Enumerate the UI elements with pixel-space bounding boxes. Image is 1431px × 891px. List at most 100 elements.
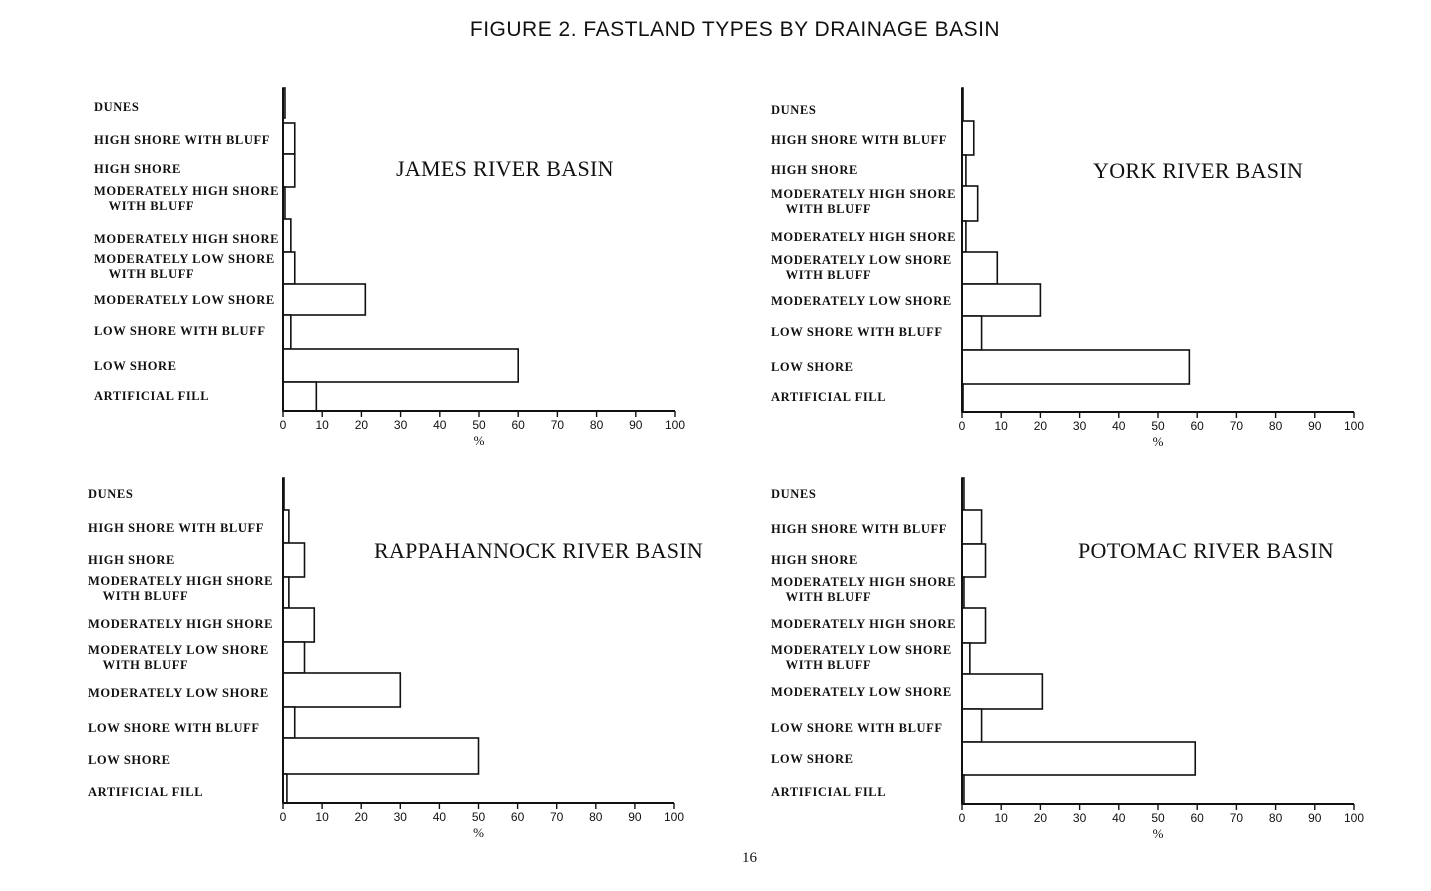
x-tick-label: 20 xyxy=(1033,811,1048,825)
bar-high-shore-with-bluff xyxy=(961,509,983,545)
bar-moderately-low-shore xyxy=(961,283,1042,317)
x-tick-label: 10 xyxy=(994,419,1008,433)
bar-low-shore xyxy=(282,348,519,383)
x-tick-label: 70 xyxy=(1229,811,1244,825)
bar-high-shore-with-bluff xyxy=(282,122,296,155)
x-tick-label: 80 xyxy=(589,810,603,824)
bar-low-shore-with-bluff xyxy=(961,708,983,743)
chart-york-river-basin: 0 10 20 30 40 50 60 70 80 90 100% DUNES HIGH SHORE W… xyxy=(758,78,1431,478)
bar-moderately-low-shore xyxy=(282,283,367,316)
category-label-low-shore: LOW SHORE xyxy=(88,753,171,767)
bar-low-shore-with-bluff xyxy=(282,706,296,739)
x-tick-label: 70 xyxy=(550,810,564,824)
category-label-moderately-low-shore: MODERATELY LOW SHORE xyxy=(771,294,952,308)
category-label-low-shore-with-bluff: LOW SHORE WITH BLUFF xyxy=(771,721,943,735)
x-tick-label: 70 xyxy=(1229,419,1244,433)
x-tick-label: 100 xyxy=(664,418,686,432)
category-label-dunes: DUNES xyxy=(88,487,134,501)
x-tick-label: 100 xyxy=(1343,419,1365,433)
category-label-artificial-fill: ARTIFICIAL FILL xyxy=(94,389,210,403)
category-label-high-shore-with-bluff: HIGH SHORE WITH BLUFF xyxy=(771,133,947,147)
bar-moderately-low-shore-with-bluff xyxy=(961,251,999,285)
category-label-high-shore: HIGH SHORE xyxy=(771,553,858,567)
bar-moderately-low-shore-with-bluff xyxy=(282,641,306,674)
bar-low-shore xyxy=(961,741,1197,776)
x-tick-label: 0 xyxy=(958,419,966,433)
x-tick-label: 20 xyxy=(354,418,369,432)
category-label-moderately-high-shore: MODERATELY HIGH SHORE xyxy=(94,232,280,246)
category-label-moderately-low-shore-with-bluff: MODERATELY LOW SHORE WITH BLUFF xyxy=(771,253,952,282)
bar-moderately-high-shore xyxy=(282,218,292,253)
x-tick-label: 0 xyxy=(958,811,966,825)
bar-low-shore-with-bluff xyxy=(961,315,983,351)
x-tick-label: 80 xyxy=(1268,419,1283,433)
category-label-artificial-fill: ARTIFICIAL FILL xyxy=(88,785,204,799)
x-tick-label: 40 xyxy=(432,810,447,824)
category-label-high-shore: HIGH SHORE xyxy=(88,553,175,567)
bar-moderately-low-shore xyxy=(961,673,1044,710)
x-tick-label: 70 xyxy=(550,418,565,432)
basin-title: RAPPAHANNOCK RIVER BASIN xyxy=(374,538,704,563)
bar-chart-plot xyxy=(282,477,675,809)
category-label-high-shore: HIGH SHORE xyxy=(94,162,181,176)
chart-potomac-river-basin: 0 10 20 30 40 50 60 70 80 90 100% DUNES HIGH SHORE W… xyxy=(758,468,1431,868)
category-label-low-shore-with-bluff: LOW SHORE WITH BLUFF xyxy=(94,324,266,338)
bar-low-shore-with-bluff xyxy=(282,314,292,350)
bar-moderately-low-shore-with-bluff xyxy=(961,642,971,675)
bar-chart-plot xyxy=(961,477,1355,810)
x-tick-label: 50 xyxy=(471,810,486,824)
x-tick-label: 30 xyxy=(1072,811,1087,825)
page-number: 16 xyxy=(742,850,757,866)
x-axis-unit-label: % xyxy=(473,433,485,448)
x-tick-label: 40 xyxy=(433,418,447,432)
bar-moderately-high-shore xyxy=(961,607,987,644)
x-tick-label: 80 xyxy=(589,418,604,432)
bar-high-shore-with-bluff xyxy=(961,120,975,156)
x-tick-label: 0 xyxy=(279,810,287,824)
category-label-artificial-fill: ARTIFICIAL FILL xyxy=(771,785,887,799)
x-tick-label: 90 xyxy=(629,418,643,432)
basin-title: POTOMAC RIVER BASIN xyxy=(1078,538,1334,563)
x-tick-label: 40 xyxy=(1112,811,1126,825)
bar-chart-plot xyxy=(961,87,1355,418)
category-label-dunes: DUNES xyxy=(771,103,817,117)
x-tick-label: 60 xyxy=(1190,811,1204,825)
bar-chart-plot xyxy=(282,87,676,417)
category-label-dunes: DUNES xyxy=(94,100,140,114)
category-label-low-shore: LOW SHORE xyxy=(771,752,854,766)
basin-title: YORK RIVER BASIN xyxy=(1093,158,1304,183)
x-axis-unit-label: % xyxy=(1152,434,1164,449)
basin-title: JAMES RIVER BASIN xyxy=(396,156,614,181)
x-tick-label: 10 xyxy=(315,810,329,824)
x-tick-label: 50 xyxy=(472,418,486,432)
x-tick-label: 100 xyxy=(1343,811,1365,825)
category-label-moderately-low-shore: MODERATELY LOW SHORE xyxy=(771,685,952,699)
category-label-moderately-high-shore: MODERATELY HIGH SHORE xyxy=(771,230,957,244)
category-label-moderately-high-shore-with-bluff: MODERATELY HIGH SHORE WITH BLUFF xyxy=(88,574,274,603)
category-label-high-shore-with-bluff: HIGH SHORE WITH BLUFF xyxy=(88,521,264,535)
x-tick-label: 20 xyxy=(1033,419,1048,433)
x-tick-label: 90 xyxy=(1308,419,1322,433)
figure-title: FIGURE 2. FASTLAND TYPES BY DRAINAGE BAS… xyxy=(469,18,1001,41)
x-tick-label: 50 xyxy=(1151,419,1165,433)
category-label-moderately-low-shore: MODERATELY LOW SHORE xyxy=(94,293,275,307)
category-label-moderately-low-shore-with-bluff: MODERATELY LOW SHORE WITH BLUFF xyxy=(94,252,275,281)
x-tick-label: 80 xyxy=(1268,811,1283,825)
category-label-high-shore-with-bluff: HIGH SHORE WITH BLUFF xyxy=(94,133,270,147)
x-tick-label: 50 xyxy=(1151,811,1165,825)
x-tick-label: 30 xyxy=(1072,419,1087,433)
bar-high-shore xyxy=(961,543,987,578)
bar-moderately-high-shore xyxy=(282,607,316,643)
category-label-moderately-low-shore-with-bluff: MODERATELY LOW SHORE WITH BLUFF xyxy=(88,643,269,672)
bar-moderately-low-shore-with-bluff xyxy=(282,251,296,285)
category-label-low-shore: LOW SHORE xyxy=(94,359,177,373)
bar-high-shore xyxy=(282,542,306,578)
x-tick-label: 90 xyxy=(628,810,642,824)
category-label-low-shore: LOW SHORE xyxy=(771,360,854,374)
category-label-low-shore-with-bluff: LOW SHORE WITH BLUFF xyxy=(771,325,943,339)
bar-moderately-low-shore xyxy=(282,672,402,708)
bar-high-shore xyxy=(282,153,296,188)
category-label-moderately-high-shore-with-bluff: MODERATELY HIGH SHORE WITH BLUFF xyxy=(94,184,280,213)
x-tick-label: 20 xyxy=(354,810,368,824)
chart-james-river-basin: 0 10 20 30 40 50 60 70 80 90 100% DUNES HIGH SHORE W… xyxy=(80,78,790,478)
